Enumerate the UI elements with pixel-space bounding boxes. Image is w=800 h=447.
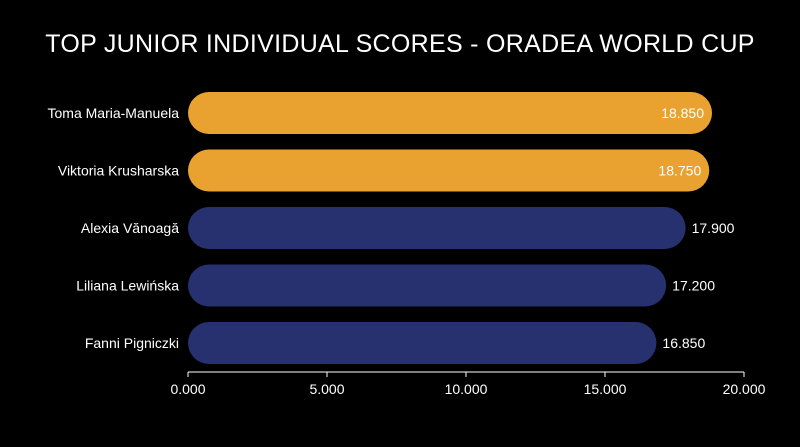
value-label: 17.900: [692, 220, 735, 236]
category-label: Toma Maria-Manuela: [48, 105, 180, 121]
x-tick-label: 20.000: [723, 381, 766, 397]
value-label: 17.200: [672, 278, 715, 294]
bars-layer: Toma Maria-Manuela 18.850 Viktoria Krushar…: [48, 92, 735, 364]
x-axis: 0.000 5.000 10.000 15.000 20.000: [170, 371, 766, 397]
category-label: Viktoria Krusharska: [58, 163, 179, 179]
x-tick-label: 5.000: [309, 381, 344, 397]
x-tick-label: 0.000: [170, 381, 205, 397]
value-label: 16.850: [662, 335, 705, 351]
chart-title: TOP JUNIOR INDIVIDUAL SCORES - ORADEA WO…: [45, 30, 755, 58]
value-label: 18.750: [658, 163, 701, 179]
value-label: 18.850: [661, 105, 704, 121]
bar-3: [188, 207, 686, 249]
x-tick-label: 15.000: [584, 381, 627, 397]
category-label: Fanni Pigniczki: [85, 335, 179, 351]
bar-2: [188, 149, 710, 192]
category-label: Liliana Lewińska: [76, 278, 179, 294]
bar-5: [188, 322, 657, 364]
bar-4: [188, 264, 667, 307]
bar-1: [188, 92, 713, 134]
category-label: Alexia Vănoagă: [81, 220, 179, 236]
x-tick-label: 10.000: [445, 381, 488, 397]
